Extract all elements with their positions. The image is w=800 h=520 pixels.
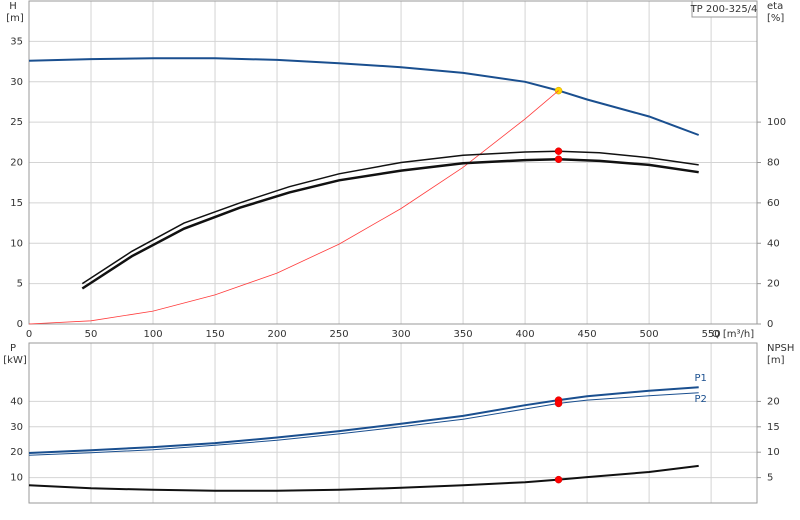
y-tick-label: 5 [17, 279, 23, 290]
y2-tick-label: 80 [767, 158, 780, 169]
x-tick-label: 200 [267, 329, 286, 340]
y-tick-label: 20 [10, 447, 23, 458]
series-label: P2 [695, 394, 707, 405]
y2-tick-label: 10 [767, 447, 780, 458]
x-tick-label: 150 [205, 329, 224, 340]
y2-tick-label: 5 [767, 473, 773, 484]
x-tick-label: 350 [454, 329, 473, 340]
x-tick-label: 450 [578, 329, 597, 340]
x-tick-label: 50 [85, 329, 98, 340]
y-tick-label: 40 [10, 396, 23, 407]
y-tick-label: 25 [10, 117, 23, 128]
duty-point [554, 155, 563, 164]
x-tick-label: 550 [702, 329, 721, 340]
y2-tick-label: 40 [767, 238, 780, 249]
y2-tick-label: 60 [767, 198, 780, 209]
duty-point [554, 399, 563, 408]
y-tick-label: 35 [10, 36, 23, 47]
curve [28, 386, 699, 454]
y2-tick-label: 20 [767, 279, 780, 290]
y2-tick-label: 0 [767, 319, 773, 330]
plot-frame [28, 0, 758, 325]
y-axis-unit: [kW] [3, 355, 27, 366]
y-tick-label: 0 [17, 319, 23, 330]
y2-tick-label: 15 [767, 422, 780, 433]
curve [81, 150, 699, 285]
curve [28, 90, 559, 325]
y-axis-unit: [m] [6, 13, 24, 24]
duty-point [554, 475, 563, 484]
x-tick-label: 250 [330, 329, 349, 340]
x-tick-label: 500 [640, 329, 659, 340]
y-axis-label: P [10, 343, 16, 354]
curve [28, 464, 699, 492]
y-tick-label: 10 [10, 473, 23, 484]
duty-point [554, 147, 563, 155]
curve [81, 158, 699, 290]
y-tick-label: 30 [10, 77, 23, 88]
y-tick-label: 20 [10, 158, 23, 169]
y2-tick-label: 20 [767, 396, 780, 407]
y-tick-label: 15 [10, 198, 23, 209]
y2-axis-unit: [%] [767, 13, 784, 24]
curve [28, 57, 700, 136]
y2-axis-unit: [m] [767, 355, 785, 366]
y-tick-label: 10 [10, 238, 23, 249]
annotation: TP 200-325/4 [690, 4, 758, 15]
x-tick-label: 100 [143, 329, 162, 340]
x-tick-label: 0 [26, 329, 32, 340]
y-tick-label: 30 [10, 422, 23, 433]
y2-axis-label: eta [767, 1, 783, 12]
curve [28, 392, 699, 456]
y2-axis-label: NPSH [767, 343, 794, 354]
series-label: P1 [695, 373, 707, 384]
y-axis-label: H [9, 1, 17, 12]
x-axis-label: Q [m³/h] [712, 329, 754, 340]
x-tick-label: 400 [516, 329, 535, 340]
x-tick-label: 300 [392, 329, 411, 340]
plot-frame [28, 342, 758, 504]
y2-tick-label: 100 [767, 117, 786, 128]
annotation-box [691, 0, 758, 18]
